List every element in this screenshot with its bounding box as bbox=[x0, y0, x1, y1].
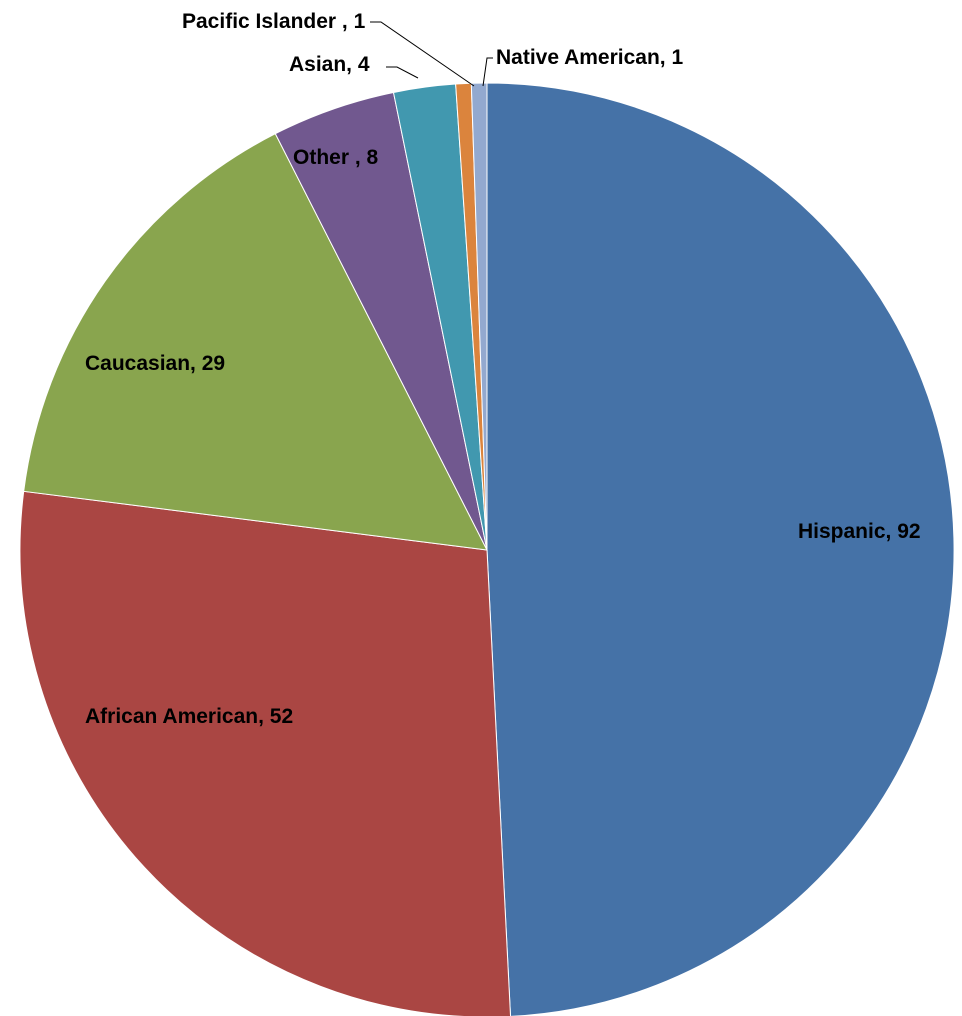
leader-line-pacific-islander bbox=[370, 21, 475, 87]
data-label-asian: Asian, 4 bbox=[289, 53, 370, 76]
pie-slice-caucasian bbox=[23, 133, 488, 551]
data-label-african-american: African American, 52 bbox=[85, 705, 293, 728]
leader-lines bbox=[370, 21, 493, 87]
leader-line-asian bbox=[386, 66, 419, 79]
data-label-native-american: Native American, 1 bbox=[496, 46, 683, 69]
data-label-other: Other , 8 bbox=[293, 146, 379, 169]
data-label-pacific-islander: Pacific Islander , 1 bbox=[182, 10, 366, 33]
data-labels: Hispanic, 92 African American, 52 Caucas… bbox=[85, 10, 921, 728]
data-label-caucasian: Caucasian, 29 bbox=[85, 352, 225, 375]
pie-slice-african-american bbox=[19, 490, 512, 1016]
leader-line-native-american bbox=[482, 57, 493, 87]
pie-slice-native-american bbox=[470, 82, 488, 551]
data-label-hispanic: Hispanic, 92 bbox=[798, 520, 921, 543]
pie-slices bbox=[19, 82, 955, 1016]
pie-slice-hispanic bbox=[486, 82, 955, 1016]
